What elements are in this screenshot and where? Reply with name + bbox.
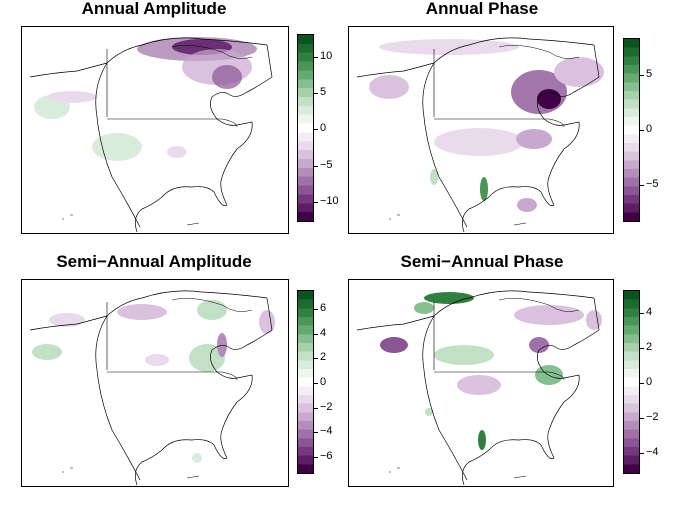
colorbar-tick: 4 xyxy=(320,327,327,339)
colorbar-tick: 4 xyxy=(646,306,653,318)
colorbar-tick: 5 xyxy=(646,68,653,80)
colorbar-tick: 0 xyxy=(320,376,327,388)
colorbar-tick: −4 xyxy=(320,425,333,437)
panel-title: Semi−Annual Amplitude xyxy=(56,252,252,271)
colorbar-tick: 10 xyxy=(320,50,333,62)
map-annual-amplitude xyxy=(21,26,289,234)
map-canvas xyxy=(356,290,602,486)
map-canvas xyxy=(29,37,273,233)
colorbar-tick: −2 xyxy=(646,411,659,423)
colorbar-tick: −5 xyxy=(320,159,333,171)
colorbar-annual-phase xyxy=(623,38,640,222)
map-semi-annual-phase xyxy=(348,279,614,487)
colorbar-tick: 0 xyxy=(646,376,653,388)
map-canvas xyxy=(356,37,604,233)
panel-title: Semi−Annual Phase xyxy=(400,252,564,271)
colorbar-tick: −5 xyxy=(646,178,659,190)
map-canvas xyxy=(29,290,275,486)
colorbar-tick: 0 xyxy=(320,122,327,134)
colorbar-tick: −10 xyxy=(320,195,339,207)
colorbar-annual-amplitude xyxy=(297,34,314,222)
colorbar-semi-annual-amplitude xyxy=(297,290,314,474)
colorbar-semi-annual-phase xyxy=(623,290,640,474)
colorbar-tick: 0 xyxy=(646,123,653,135)
map-semi-annual-amplitude xyxy=(21,279,289,487)
colorbar-tick: −2 xyxy=(320,401,333,413)
colorbar-tick: 2 xyxy=(646,341,653,353)
colorbar-tick: 6 xyxy=(320,302,327,314)
colorbar-tick: −4 xyxy=(646,446,659,458)
panel-title: Annual Amplitude xyxy=(81,0,227,18)
map-annual-phase xyxy=(348,26,614,234)
panel-title: Annual Phase xyxy=(425,0,539,18)
colorbar-tick: 2 xyxy=(320,351,327,363)
colorbar-tick: −6 xyxy=(320,450,333,462)
colorbar-tick: 5 xyxy=(320,86,327,98)
